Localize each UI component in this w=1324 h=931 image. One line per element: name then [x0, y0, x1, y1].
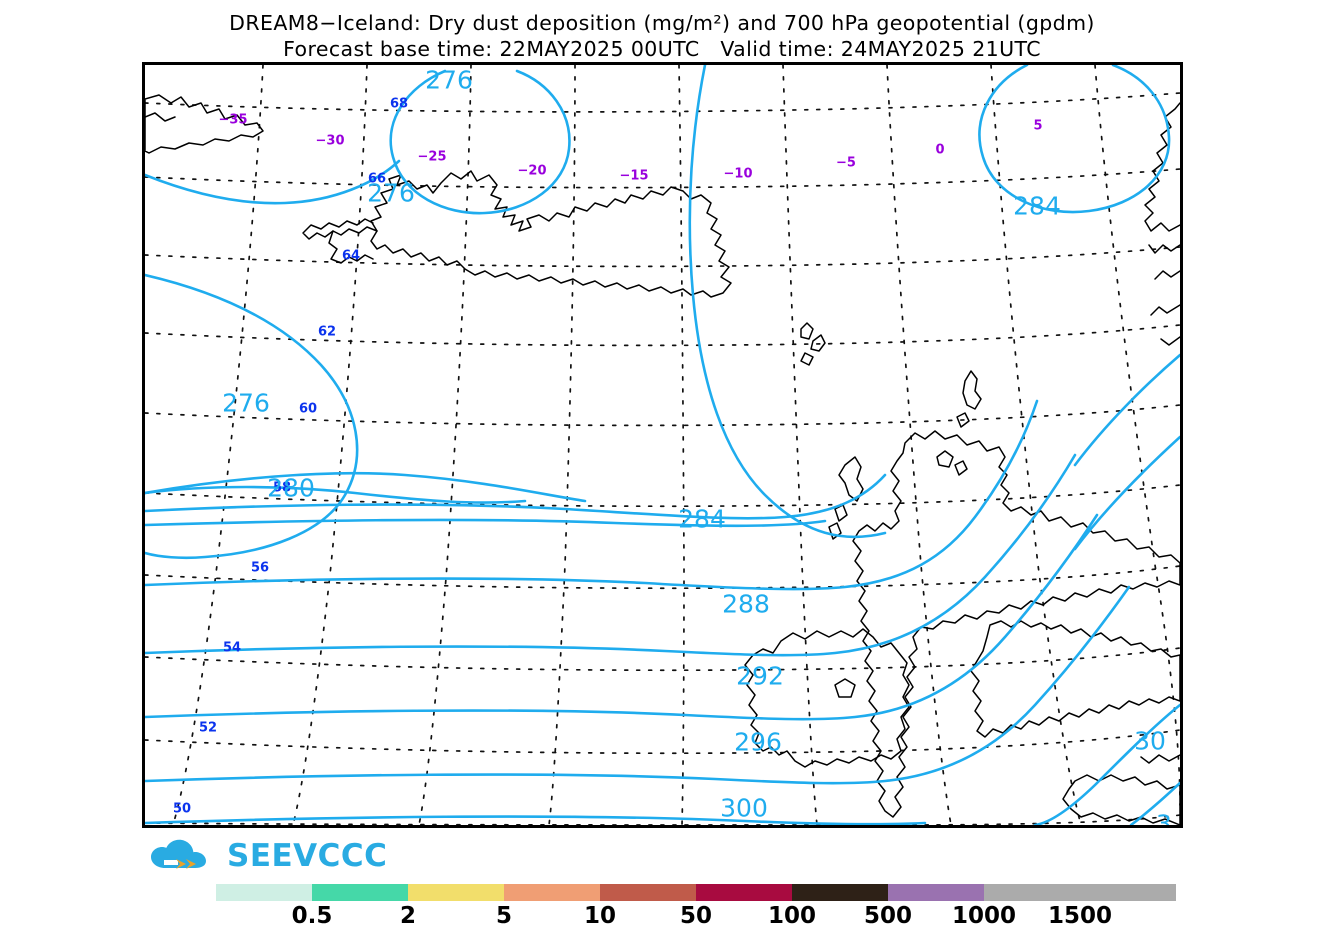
cloud-icon — [151, 839, 206, 869]
contour-right-b — [1073, 435, 1180, 551]
colorbar-segment-9 — [1080, 884, 1176, 901]
chart-subtitle: Forecast base time: 22MAY2025 00UTC Vali… — [283, 37, 1041, 61]
colorbar-tick-5: 5 — [495, 903, 513, 929]
contour-right-a — [1073, 353, 1180, 467]
seevccc-logo: SEEVCCC — [148, 836, 387, 876]
contour-304 — [145, 815, 927, 825]
colorbar-tick-1000: 1000 — [951, 903, 1017, 929]
contour-296 — [145, 513, 1099, 721]
map-panel: −35 −30 −25 −20 −15 −10 −5 0 5 68 66 64 … — [142, 62, 1183, 828]
coastlines — [145, 94, 1180, 825]
contour-276-trough — [145, 273, 359, 560]
contour-284-closed — [978, 65, 1171, 214]
graticule-longitudes — [172, 65, 1180, 825]
colorbar-gradient — [216, 884, 1176, 901]
colorbar-segment-0 — [216, 884, 312, 901]
page-title: DREAM8−Iceland: Dry dust deposition (mg/… — [229, 11, 1095, 35]
colorbar-tick-500: 500 — [863, 903, 913, 929]
geopotential-contours — [145, 65, 1180, 825]
colorbar-segment-1 — [312, 884, 408, 901]
colorbar-segment-2 — [408, 884, 504, 901]
colorbar: 0.5 2 5 10 50 100 500 1000 1500 — [216, 884, 1176, 931]
colorbar-tick-1500: 1500 — [1047, 903, 1113, 929]
contour-292 — [145, 453, 1077, 657]
colorbar-segment-8 — [984, 884, 1080, 901]
chart-title-block: DREAM8−Iceland: Dry dust deposition (mg/… — [0, 10, 1324, 62]
contour-284-mid — [145, 473, 887, 520]
cloud-shape — [151, 839, 206, 868]
contour-280-a — [145, 485, 527, 504]
arrow-icon — [176, 859, 186, 869]
colorbar-segment-3 — [504, 884, 600, 901]
arrow-icon-2 — [186, 859, 196, 869]
colorbar-segment-5 — [696, 884, 792, 901]
colorbar-tick-50: 50 — [679, 903, 713, 929]
colorbar-tick-10: 10 — [583, 903, 617, 929]
contour-280-b — [145, 471, 587, 503]
colorbar-segment-4 — [600, 884, 696, 901]
contour-30-right — [1033, 703, 1180, 825]
colorbar-tick-100: 100 — [767, 903, 817, 929]
contour-276-closed — [389, 69, 571, 215]
contour-276-west — [145, 159, 401, 205]
colorbar-segment-6 — [792, 884, 888, 901]
contour-288 — [145, 399, 1039, 591]
colorbar-tick-0.5: 0.5 — [291, 903, 333, 929]
colorbar-segment-7 — [888, 884, 984, 901]
logo-text: SEEVCCC — [227, 838, 388, 874]
contour-300 — [145, 585, 1131, 785]
cloud-notch — [164, 860, 178, 865]
contour-280-trough — [688, 65, 887, 539]
map-canvas — [145, 65, 1180, 825]
contour-3-right — [1129, 781, 1180, 825]
contour-284-b — [145, 518, 827, 528]
colorbar-tick-labels: 0.5 2 5 10 50 100 500 1000 1500 — [216, 901, 1176, 931]
colorbar-tick-2: 2 — [399, 903, 417, 929]
